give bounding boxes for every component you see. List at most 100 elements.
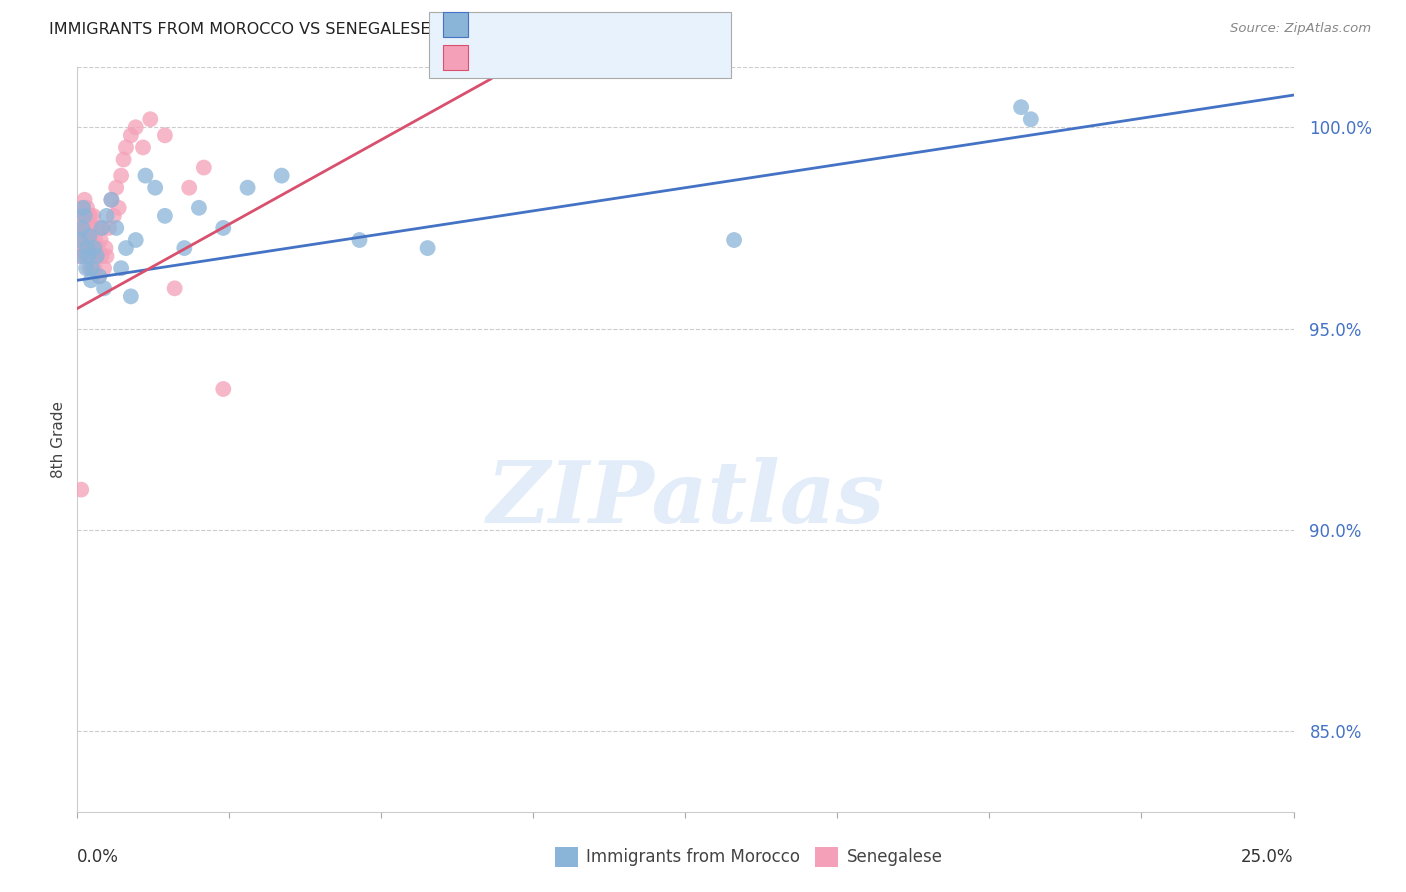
Point [125,233,148,247]
Point [125,120,148,135]
Text: 0.0%: 0.0% [77,848,120,866]
Point [93,261,115,276]
Point [120,128,142,143]
Point [96,209,118,223]
Point [83,261,105,276]
Text: Senegalese: Senegalese [846,848,942,866]
Point [69,221,91,235]
Text: R = 0.404   N = 36: R = 0.404 N = 36 [477,15,647,34]
Point [72,209,94,223]
Point [70,221,93,235]
Point [79,261,101,276]
Point [96,249,118,263]
Point [115,241,138,255]
Point [143,180,166,194]
Point [87,241,110,255]
Point [70,233,93,247]
Text: Immigrants from Morocco: Immigrants from Morocco [586,848,800,866]
Point [70,249,93,263]
Point [723,233,745,247]
Point [90,233,112,247]
Point [76,201,98,215]
Point [188,201,211,215]
Point [90,249,112,263]
Point [86,249,108,263]
Point [83,241,105,255]
Point [79,229,101,244]
Point [153,209,176,223]
Point [91,221,114,235]
Point [70,201,93,215]
Point [84,233,107,247]
Text: 25.0%: 25.0% [1241,848,1294,866]
Point [1010,100,1032,114]
Point [153,128,176,143]
Text: ZIPatlas: ZIPatlas [486,457,884,541]
Point [193,161,215,175]
Point [89,269,111,284]
Point [112,153,135,167]
Point [72,221,94,235]
Point [100,193,122,207]
Point [110,261,132,276]
Text: Source: ZipAtlas.com: Source: ZipAtlas.com [1230,22,1371,36]
Point [69,241,91,255]
Point [236,180,259,194]
Text: R = 0.52   N = 54: R = 0.52 N = 54 [477,49,636,67]
Point [212,382,235,396]
Point [80,273,103,287]
Point [77,249,100,263]
Point [89,269,111,284]
Text: IMMIGRANTS FROM MOROCCO VS SENEGALESE 8TH GRADE CORRELATION CHART: IMMIGRANTS FROM MOROCCO VS SENEGALESE 8T… [49,22,709,37]
Point [67,249,90,263]
Point [82,209,104,223]
Point [134,169,156,183]
Point [77,209,100,223]
Point [75,261,97,276]
Point [139,112,162,127]
Point [73,241,96,255]
Point [179,180,201,194]
Point [75,249,97,263]
Point [107,201,129,215]
Point [163,281,186,295]
Point [73,193,96,207]
Point [100,193,122,207]
Y-axis label: 8th Grade: 8th Grade [51,401,66,478]
Point [90,221,112,235]
Point [80,261,103,276]
Point [84,249,107,263]
Point [132,140,155,154]
Point [103,209,125,223]
Point [73,209,96,223]
Point [94,241,117,255]
Point [416,241,439,255]
Point [270,169,292,183]
Point [80,233,103,247]
Point [82,241,104,255]
Point [69,233,91,247]
Point [75,229,97,244]
Point [110,169,132,183]
Point [79,209,101,223]
Point [105,221,128,235]
Point [70,209,93,223]
Point [70,483,93,497]
Point [105,180,128,194]
Point [72,201,94,215]
Point [77,233,100,247]
Point [76,221,98,235]
Point [80,221,103,235]
Point [115,140,138,154]
Point [86,221,108,235]
Point [212,221,235,235]
Point [97,221,120,235]
Point [173,241,195,255]
Point [76,241,98,255]
Point [79,241,101,255]
Point [80,249,103,263]
Point [349,233,371,247]
Point [1019,112,1042,127]
Point [93,281,115,295]
Point [120,289,142,303]
